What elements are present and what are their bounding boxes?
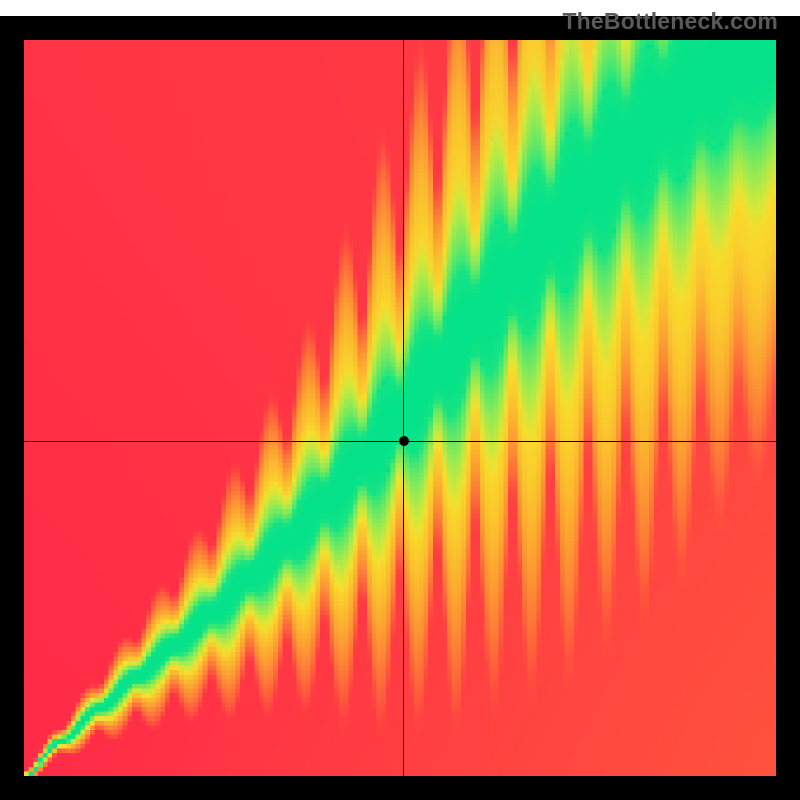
plot-frame — [0, 16, 800, 800]
watermark-text: TheBottleneck.com — [562, 8, 778, 35]
heatmap-canvas — [24, 40, 776, 776]
crosshair-marker — [399, 436, 409, 446]
crosshair-vertical — [403, 40, 404, 776]
